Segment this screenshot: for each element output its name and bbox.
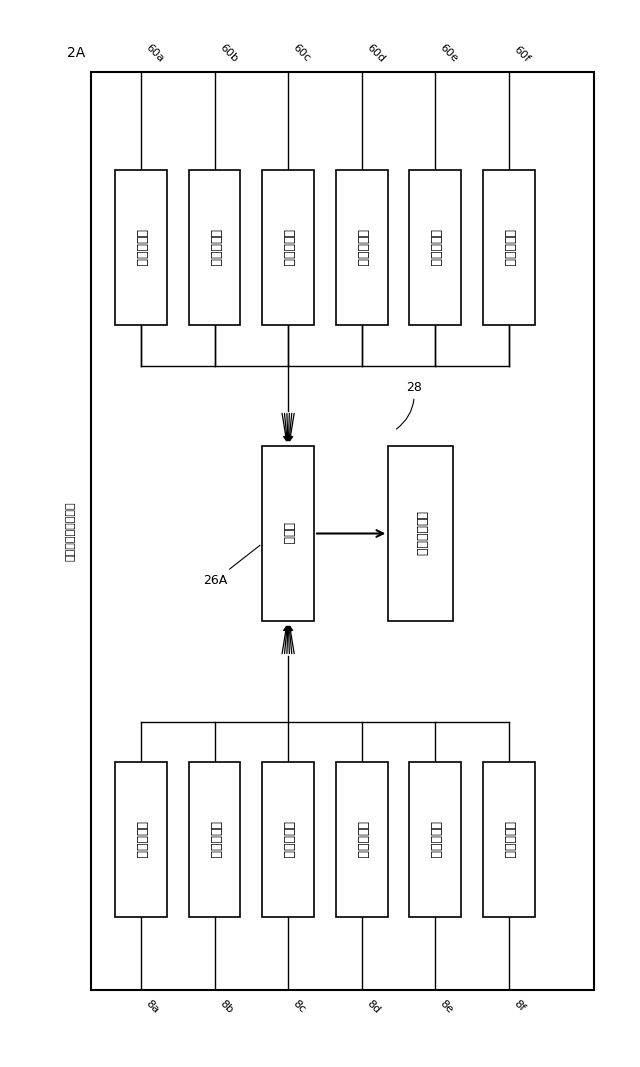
Text: 60c: 60c [291,43,312,64]
Text: 電波センサ: 電波センサ [502,229,515,267]
Text: 60f: 60f [512,45,532,64]
Bar [410,170,461,325]
Text: 制御部: 制御部 [282,522,294,545]
Text: 8d: 8d [365,998,382,1015]
Text: 電波センサ: 電波センサ [429,229,442,267]
Bar [410,762,461,918]
Text: 60d: 60d [365,42,387,64]
Bar [115,170,167,325]
Text: 電波センサ: 電波センサ [282,821,294,858]
Text: 電波センサ: 電波センサ [208,229,221,267]
Bar [262,446,314,621]
Text: 2A: 2A [67,46,86,60]
Text: 8c: 8c [291,998,307,1015]
Text: 60e: 60e [438,43,460,64]
Text: 60b: 60b [218,43,239,64]
Text: 8e: 8e [438,998,455,1015]
Bar [189,170,241,325]
Text: ジェスチャ認識装置: ジェスチャ認識装置 [65,501,76,561]
Text: 60a: 60a [144,43,166,64]
Bar [336,762,388,918]
Bar [262,762,314,918]
Text: 8a: 8a [144,998,161,1015]
Bar [262,170,314,325]
Bar [483,170,535,325]
Bar [388,446,453,621]
Text: 電波センサ: 電波センサ [355,229,368,267]
Text: 電波センサ: 電波センサ [282,229,294,267]
Bar [336,170,388,325]
Bar [91,73,595,990]
Text: 8f: 8f [512,998,527,1013]
Bar [189,762,241,918]
Text: 電波センサ: 電波センサ [134,821,147,858]
Text: 電波センサ: 電波センサ [355,821,368,858]
Text: 26A: 26A [204,545,260,587]
Text: 電波センサ: 電波センサ [502,821,515,858]
Bar [483,762,535,918]
Text: 8b: 8b [218,998,234,1015]
Text: 28: 28 [396,381,422,429]
Text: 電波センサ: 電波センサ [429,821,442,858]
Text: 電波センサ: 電波センサ [134,229,147,267]
Text: 認識エンジン: 認識エンジン [414,511,427,556]
Text: 電波センサ: 電波センサ [208,821,221,858]
Bar [115,762,167,918]
